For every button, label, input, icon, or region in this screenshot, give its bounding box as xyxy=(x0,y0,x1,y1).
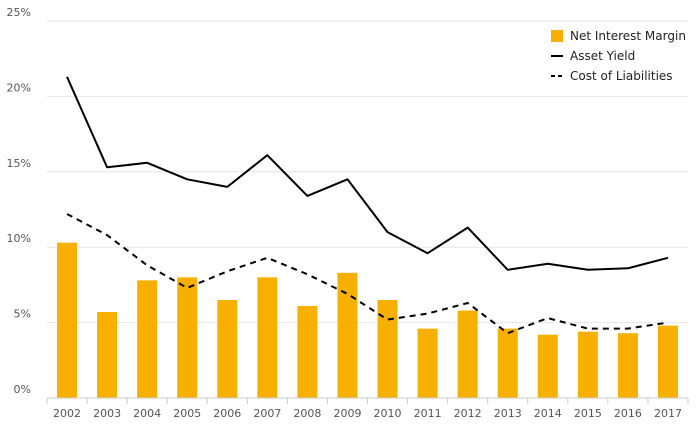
x-tick-label: 2016 xyxy=(614,407,642,420)
x-tick-label: 2012 xyxy=(454,407,482,420)
y-tick-label: 15% xyxy=(7,157,31,170)
bar xyxy=(657,325,678,398)
x-tick-label: 2013 xyxy=(494,407,522,420)
bar xyxy=(377,299,398,398)
x-tick-label: 2017 xyxy=(654,407,682,420)
y-tick-label: 10% xyxy=(7,232,31,245)
bar xyxy=(57,242,78,398)
y-tick-labels: 0% 5% 10% 15% 20% 25% xyxy=(7,6,31,396)
bar xyxy=(537,334,558,398)
x-tick-label: 2004 xyxy=(133,407,161,420)
x-tick-label: 2006 xyxy=(213,407,241,420)
x-tick-label: 2015 xyxy=(574,407,602,420)
bar xyxy=(497,328,518,398)
x-tick-label: 2009 xyxy=(333,407,361,420)
bar-series xyxy=(57,242,678,398)
x-tick-label: 2010 xyxy=(374,407,402,420)
legend-label: Net Interest Margin xyxy=(570,29,686,43)
y-tick-label: 0% xyxy=(14,383,31,396)
x-tick-labels: 2002 2003 2004 2005 2006 2007 2008 2009 2010 2011… xyxy=(53,407,682,420)
x-tick-label: 2002 xyxy=(53,407,81,420)
x-tick-label: 2011 xyxy=(414,407,442,420)
bar xyxy=(577,331,598,398)
x-tick-label: 2008 xyxy=(293,407,321,420)
x-tick-label: 2005 xyxy=(173,407,201,420)
asset-yield-line xyxy=(66,76,669,271)
bar xyxy=(297,306,318,398)
legend-label: Cost of Liabilities xyxy=(570,69,673,83)
x-tick-label: 2007 xyxy=(253,407,281,420)
axes xyxy=(46,397,689,404)
bar xyxy=(97,312,118,398)
line-series xyxy=(66,76,669,335)
y-tick-label: 25% xyxy=(7,6,31,19)
x-tick-label: 2014 xyxy=(534,407,562,420)
x-tick-label: 2003 xyxy=(93,407,121,420)
legend: Net Interest Margin Asset Yield Cost of Li… xyxy=(551,29,686,83)
y-tick-label: 5% xyxy=(14,308,31,321)
legend-label: Asset Yield xyxy=(570,49,635,63)
legend-swatch xyxy=(551,30,563,42)
bar xyxy=(217,299,238,398)
bar xyxy=(457,310,478,398)
bar xyxy=(137,280,158,398)
y-tick-label: 20% xyxy=(7,81,31,94)
bar xyxy=(337,272,358,398)
bar xyxy=(177,277,198,398)
bar xyxy=(257,277,278,398)
gridlines xyxy=(47,20,688,324)
bar xyxy=(617,333,638,398)
bar xyxy=(417,328,438,398)
